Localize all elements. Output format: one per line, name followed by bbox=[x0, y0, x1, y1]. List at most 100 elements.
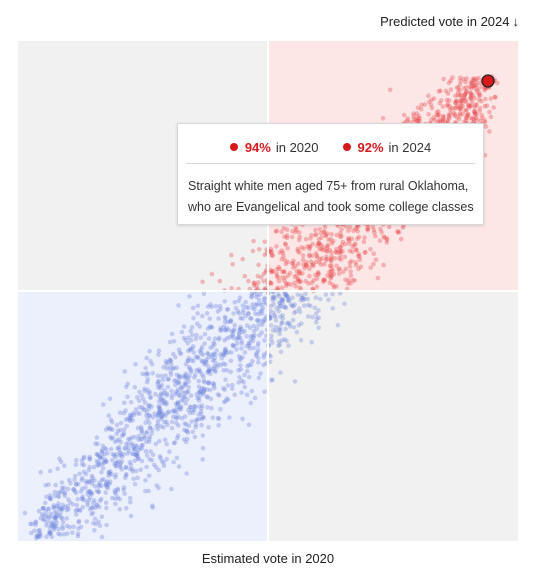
scatter-point bbox=[164, 457, 169, 462]
scatter-point bbox=[134, 452, 139, 458]
scatter-point bbox=[280, 300, 285, 306]
scatter-point bbox=[47, 495, 53, 501]
scatter-point bbox=[147, 420, 152, 426]
scatter-point bbox=[135, 451, 140, 456]
scatter-point bbox=[466, 105, 472, 110]
scatter-point bbox=[240, 316, 245, 321]
scatter-point bbox=[218, 407, 223, 412]
scatter-point bbox=[108, 469, 113, 474]
scatter-plot[interactable] bbox=[18, 41, 518, 541]
scatter-point bbox=[83, 471, 89, 477]
scatter-point bbox=[287, 270, 293, 276]
scatter-point bbox=[277, 300, 282, 306]
scatter-point bbox=[195, 321, 200, 327]
scatter-point bbox=[247, 325, 253, 331]
scatter-point bbox=[436, 89, 442, 94]
scatter-point bbox=[43, 513, 49, 518]
scatter-point bbox=[139, 436, 145, 442]
scatter-point bbox=[183, 361, 189, 367]
scatter-point bbox=[37, 527, 42, 533]
scatter-point bbox=[102, 457, 108, 462]
scatter-point bbox=[482, 118, 488, 123]
scatter-point bbox=[438, 88, 443, 94]
scatter-point bbox=[49, 514, 54, 519]
scatter-point bbox=[234, 337, 239, 342]
scatter-point bbox=[141, 434, 147, 439]
scatter-point bbox=[257, 318, 263, 324]
scatter-point bbox=[286, 320, 291, 326]
scatter-point bbox=[122, 369, 128, 374]
scatter-point bbox=[278, 327, 283, 333]
scatter-point bbox=[156, 409, 162, 415]
scatter-point bbox=[256, 311, 261, 317]
scatter-point bbox=[77, 508, 83, 513]
scatter-point bbox=[104, 522, 109, 528]
scatter-point bbox=[201, 389, 206, 395]
scatter-point bbox=[99, 534, 105, 540]
scatter-point bbox=[190, 344, 196, 349]
scatter-point bbox=[321, 279, 326, 284]
scatter-point bbox=[288, 282, 294, 287]
scatter-point bbox=[190, 346, 195, 351]
scatter-point bbox=[323, 257, 329, 263]
scatter-point bbox=[90, 510, 96, 516]
scatter-point bbox=[115, 487, 121, 493]
scatter-point bbox=[472, 109, 478, 114]
scatter-point bbox=[476, 97, 482, 102]
scatter-point bbox=[231, 343, 237, 349]
scatter-point bbox=[59, 485, 65, 491]
scatter-point bbox=[155, 421, 161, 427]
scatter-point bbox=[308, 303, 313, 309]
value-2024: 92% in 2024 bbox=[342, 140, 431, 155]
scatter-point bbox=[436, 112, 442, 118]
scatter-point bbox=[329, 263, 334, 268]
scatter-point bbox=[107, 481, 112, 487]
scatter-point bbox=[117, 453, 123, 458]
scatter-point bbox=[261, 319, 266, 325]
scatter-point bbox=[105, 485, 111, 491]
scatter-point bbox=[202, 341, 207, 346]
scatter-point bbox=[444, 97, 450, 103]
scatter-point bbox=[33, 522, 38, 528]
scatter-point bbox=[171, 408, 176, 413]
scatter-point bbox=[238, 356, 243, 361]
scatter-point bbox=[196, 390, 202, 395]
scatter-point bbox=[206, 380, 212, 386]
scatter-point bbox=[281, 269, 287, 275]
scatter-point bbox=[226, 327, 231, 332]
scatter-point bbox=[455, 89, 461, 95]
scatter-point bbox=[113, 501, 118, 507]
scatter-point bbox=[487, 129, 492, 134]
scatter-point bbox=[414, 118, 420, 123]
scatter-point bbox=[199, 416, 204, 422]
scatter-point bbox=[205, 304, 211, 309]
scatter-point bbox=[495, 80, 500, 86]
scatter-point bbox=[126, 436, 131, 442]
scatter-point bbox=[316, 241, 321, 246]
scatter-point bbox=[93, 441, 98, 447]
scatter-point bbox=[194, 368, 199, 373]
scatter-point bbox=[54, 515, 59, 520]
scatter-point bbox=[139, 428, 144, 434]
scatter-point bbox=[291, 325, 297, 330]
scatter-point bbox=[188, 393, 194, 398]
scatter-point bbox=[318, 262, 324, 267]
scatter-point bbox=[33, 520, 39, 525]
scatter-point bbox=[258, 371, 263, 376]
scatter-point bbox=[283, 261, 289, 267]
scatter-point bbox=[89, 505, 94, 511]
scatter-point bbox=[172, 378, 177, 384]
scatter-point bbox=[89, 491, 95, 496]
scatter-point bbox=[135, 453, 141, 459]
scatter-point bbox=[94, 488, 100, 494]
scatter-point bbox=[182, 375, 188, 380]
scatter-point bbox=[268, 246, 274, 252]
scatter-point bbox=[223, 398, 228, 404]
scatter-point bbox=[91, 520, 96, 526]
scatter-point bbox=[123, 408, 128, 413]
scatter-point bbox=[155, 426, 160, 432]
scatter-point bbox=[290, 303, 295, 309]
scatter-point bbox=[240, 256, 245, 262]
scatter-point bbox=[194, 417, 200, 423]
scatter-point bbox=[195, 303, 201, 309]
